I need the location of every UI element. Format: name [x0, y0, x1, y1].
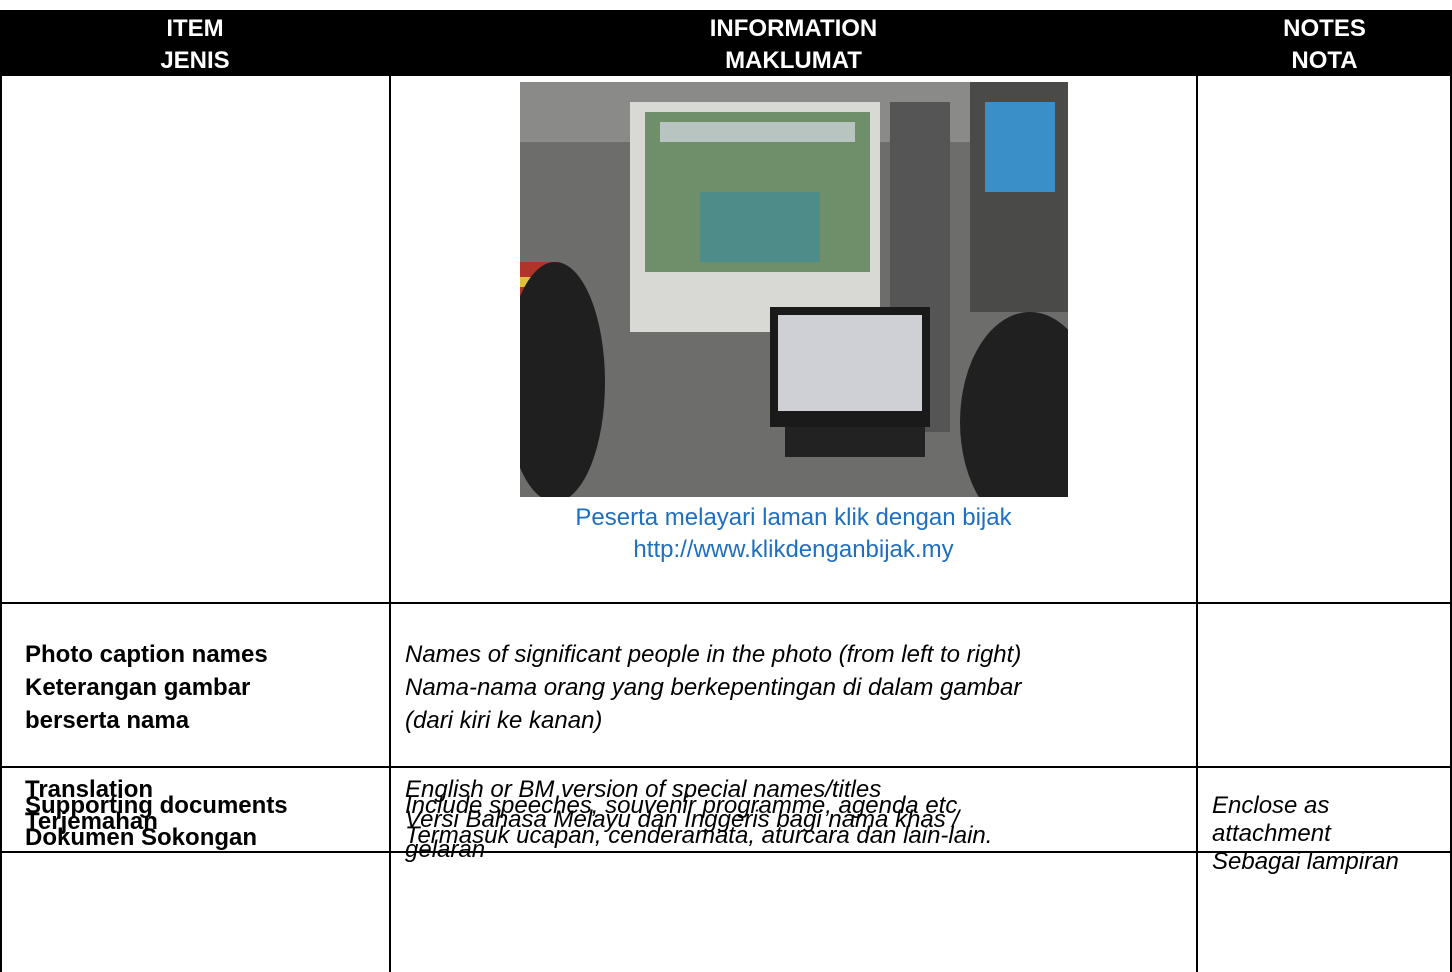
- info-text: Versi Bahasa Melayu dan Inggeris bagi na…: [405, 806, 960, 833]
- header-cell: INFORMATION: [709, 15, 878, 42]
- item-label: Translation: [25, 776, 154, 803]
- info-text: English or BM version of special names/t…: [405, 776, 882, 803]
- photo-caption: Peserta melayari laman klik dengan bijak: [575, 504, 1012, 531]
- column-rule: [389, 76, 391, 972]
- info-text: gelaran: [405, 836, 486, 863]
- info-text: Termasuk ucapan, cenderamata, aturcara d…: [405, 822, 993, 849]
- row-rule: [0, 602, 1452, 604]
- header-cell: ITEM: [166, 15, 224, 42]
- header-cell: NOTES: [1283, 15, 1366, 42]
- header-cell: MAKLUMAT: [725, 47, 862, 74]
- info-text: Nama-nama orang yang berkepentingan di d…: [405, 674, 1022, 701]
- item-label: Photo caption names: [25, 641, 268, 668]
- notes-text: Enclose as: [1212, 792, 1330, 819]
- row-rule: [0, 766, 1452, 768]
- notes-text: attachment: [1212, 820, 1331, 847]
- item-label: Keterangan gambar: [25, 674, 251, 701]
- row-rule: [0, 851, 1452, 853]
- info-text: Names of significant people in the photo…: [405, 641, 1022, 668]
- info-text: (dari kiri ke kanan): [405, 707, 603, 734]
- notes-text: Sebagai lampiran: [1212, 848, 1399, 875]
- item-label: Supporting documents: [25, 792, 288, 819]
- item-label: Terjemahan: [25, 808, 158, 835]
- photo: [520, 82, 1068, 497]
- item-label: Dokumen Sokongan: [25, 824, 258, 851]
- column-rule: [0, 76, 2, 972]
- header-cell: NOTA: [1291, 47, 1358, 74]
- info-text: Include speeches, souvenir programme, ag…: [405, 792, 958, 819]
- photo-caption: http://www.klikdenganbijak.my: [633, 536, 954, 563]
- column-rule: [1450, 76, 1452, 972]
- header-band: [0, 10, 1452, 76]
- item-label: berserta nama: [25, 707, 190, 734]
- header-cell: JENIS: [160, 47, 230, 74]
- column-rule: [1196, 76, 1198, 972]
